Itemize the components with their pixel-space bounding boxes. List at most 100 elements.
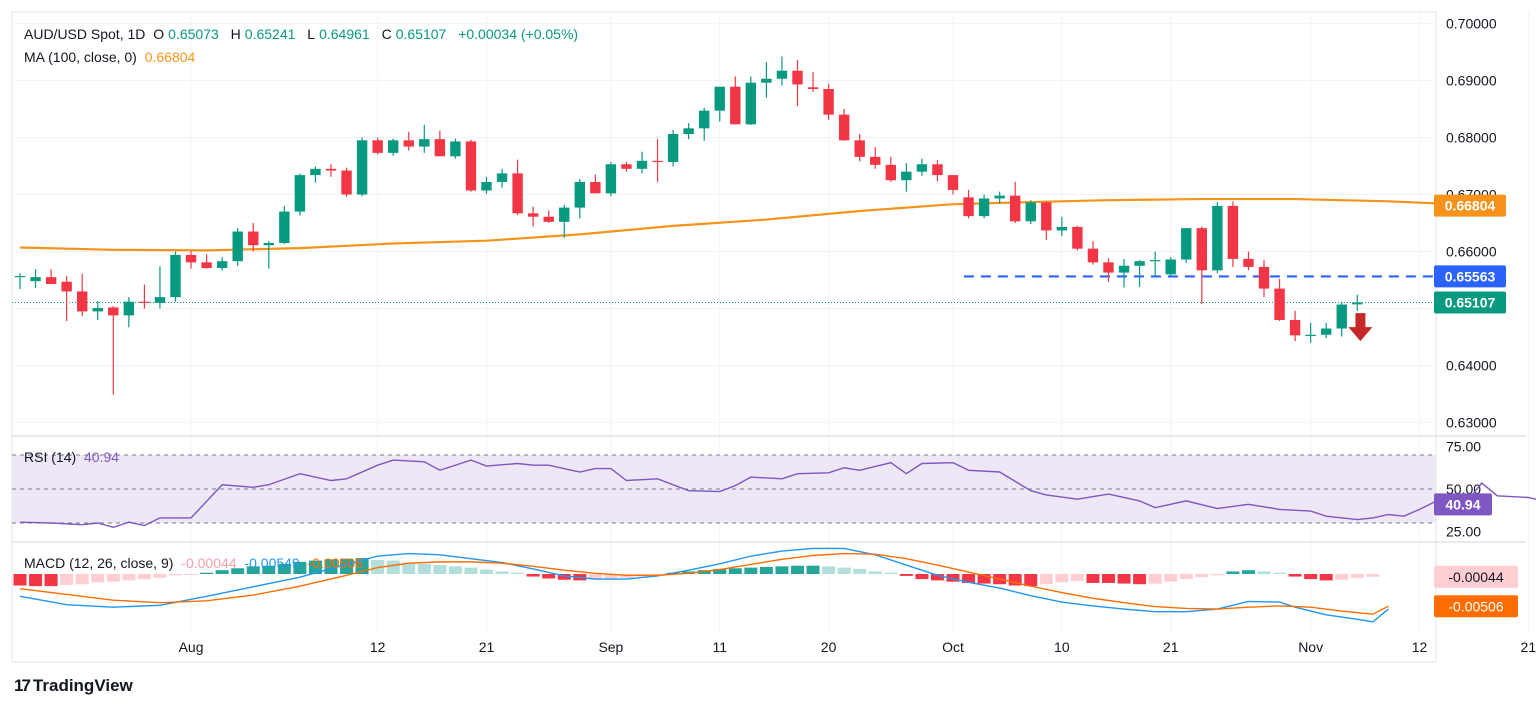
macd-histogram-bar (1008, 574, 1022, 586)
candle-body (388, 140, 399, 153)
macd-histogram-bar (526, 574, 540, 577)
macd-histogram-bar (557, 574, 571, 580)
macd-histogram-bar (184, 574, 198, 575)
macd-histogram-bar (137, 574, 151, 580)
macd-histogram-bar (1210, 574, 1224, 576)
price-tick-label: 0.69000 (1446, 72, 1497, 88)
date-tick-label: 11 (712, 639, 727, 655)
macd-histogram-bar (837, 567, 851, 574)
macd-value-label: -0.00506 (1448, 598, 1503, 614)
candle-body (916, 164, 928, 172)
candle-body (325, 168, 337, 171)
macd-histogram-bar (1319, 574, 1333, 581)
candle-body (1352, 302, 1363, 305)
macd-value-box (1434, 595, 1518, 618)
macd-histogram-bar (231, 568, 245, 574)
rsi-tick-label: 75.00 (1446, 439, 1481, 455)
macd-histogram-bar (1117, 574, 1131, 584)
ma-label: MA (100, close, 0) (24, 49, 137, 65)
macd-histogram-bar (853, 568, 867, 574)
macd-histogram-bar (200, 572, 214, 574)
rsi-line (19, 459, 1536, 528)
candle-body (1072, 226, 1083, 249)
rsi-tick-label: 25.00 (1446, 524, 1481, 540)
candle-body (947, 175, 959, 190)
macd-histogram-bar (13, 574, 27, 586)
candle-body (932, 164, 943, 176)
candle-body (745, 82, 757, 125)
candle-body (605, 164, 617, 194)
candle-body (963, 197, 974, 217)
candle-body (434, 139, 446, 157)
rsi-legend-value: 40.94 (84, 449, 120, 465)
open-value: 0.65073 (168, 26, 219, 42)
macd-histogram-bar (402, 562, 416, 574)
macd-histogram-bar (464, 567, 478, 574)
candle-body (341, 170, 352, 195)
candle-body (543, 216, 554, 222)
macd-histogram-bar (962, 574, 976, 583)
macd-histogram-bar (448, 566, 462, 574)
candle-body (1274, 288, 1285, 320)
macd-histogram-bar (977, 574, 991, 584)
macd-histogram-bar (433, 565, 447, 574)
candle-body (667, 134, 679, 162)
price-axis-label: 0.65563 (1445, 268, 1496, 284)
candle-body (1227, 205, 1239, 259)
date-tick-label: 10 (1054, 639, 1070, 655)
tradingview-logo[interactable]: 17 TradingView (14, 676, 133, 696)
date-tick-label: 12 (1412, 639, 1428, 655)
candle-body (465, 141, 477, 191)
macd-histogram-bar (1195, 574, 1209, 578)
price-tick-label: 0.68000 (1446, 129, 1497, 145)
candle-body (870, 156, 881, 165)
macd-histogram-bar (215, 570, 229, 574)
symbol-title: AUD/USD Spot, 1D (24, 26, 146, 42)
candle-body (1118, 265, 1130, 273)
candle-body (310, 168, 321, 176)
date-tick-label: Nov (1298, 639, 1323, 655)
macd-histogram-bar (495, 571, 509, 574)
macd-histogram-bar (75, 574, 89, 585)
price-tick-label: 0.66000 (1446, 244, 1497, 260)
price-tick-label: 0.70000 (1446, 15, 1497, 31)
candle-body (201, 262, 212, 269)
macd-histogram-bar (806, 565, 820, 574)
macd-histogram-bar (153, 574, 167, 578)
macd-histogram-bar (604, 574, 618, 580)
candle-body (1149, 260, 1161, 262)
candle-body (30, 277, 41, 282)
macd-histogram-bar (1039, 574, 1053, 585)
macd-histogram-bar (1335, 574, 1349, 580)
macd-hist-value: -0.00044 (181, 555, 237, 571)
macd-histogram-bar (293, 561, 307, 574)
candle-body (61, 281, 72, 292)
candle-body (356, 140, 368, 195)
macd-histogram-bar (1366, 574, 1380, 577)
price-axis-label-box (1434, 265, 1506, 288)
macd-histogram-bar (386, 560, 400, 574)
rsi-label: RSI (14) (24, 449, 77, 465)
candle-body (574, 181, 585, 208)
macd-histogram-bar (277, 563, 291, 574)
candle-body (714, 86, 725, 111)
date-tick-label: 21 (1163, 639, 1179, 655)
macd-histogram-bar (588, 574, 602, 580)
candle-body (108, 307, 119, 316)
macd-histogram-bar (791, 565, 804, 574)
candle-body (139, 301, 150, 303)
macd-histogram-bar (542, 574, 556, 579)
macd-histogram-bar (480, 569, 493, 574)
rsi-value-label: 40.94 (1445, 496, 1480, 512)
candle-body (1041, 202, 1052, 231)
candle-body (372, 140, 383, 153)
macd-histogram-bar (775, 566, 789, 574)
macd-histogram-bar (91, 574, 105, 583)
high-value: 0.65241 (244, 26, 296, 42)
candle-body (1336, 304, 1347, 329)
candle-body (590, 181, 601, 194)
candle-body (279, 211, 290, 243)
date-tick-label: Sep (598, 639, 623, 655)
macd-histogram-bar (1070, 574, 1084, 582)
